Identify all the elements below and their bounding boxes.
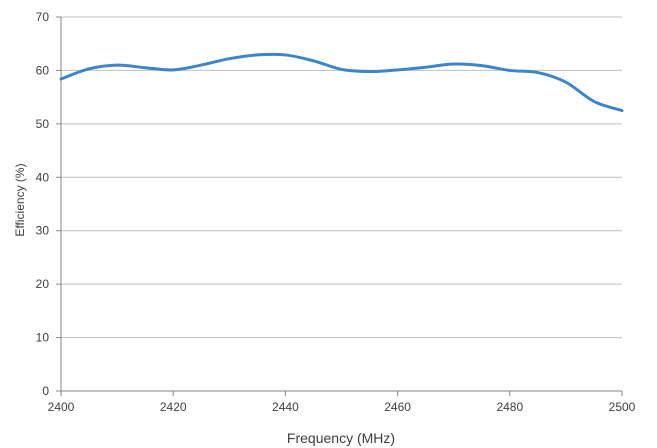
x-tick-label: 2440 <box>272 400 299 414</box>
x-tick-label: 2500 <box>609 400 636 414</box>
x-axis-title: Frequency (MHz) <box>287 430 395 446</box>
tick-labels: 0 10 20 30 40 50 60 70 2400 2420 2440 2460 2480 2500 <box>36 10 636 414</box>
y-tick-label: 0 <box>42 384 49 398</box>
y-tick-label: 60 <box>36 63 50 77</box>
x-tick-label: 2420 <box>160 400 187 414</box>
y-axis-title: Efficiency (%) <box>13 163 27 236</box>
y-tick-label: 40 <box>36 170 50 184</box>
y-tick-label: 30 <box>36 224 50 238</box>
y-tick-label: 10 <box>36 331 50 345</box>
y-tick-label: 20 <box>36 277 50 291</box>
series-line-efficiency <box>59 52 624 112</box>
gridlines <box>61 16 622 339</box>
series-lines <box>59 52 624 112</box>
x-tick-label: 2480 <box>496 400 523 414</box>
x-tick-label: 2460 <box>384 400 411 414</box>
axes <box>56 16 623 396</box>
y-tick-label: 70 <box>36 10 50 24</box>
y-tick-label: 50 <box>36 117 50 131</box>
x-tick-label: 2400 <box>48 400 75 414</box>
